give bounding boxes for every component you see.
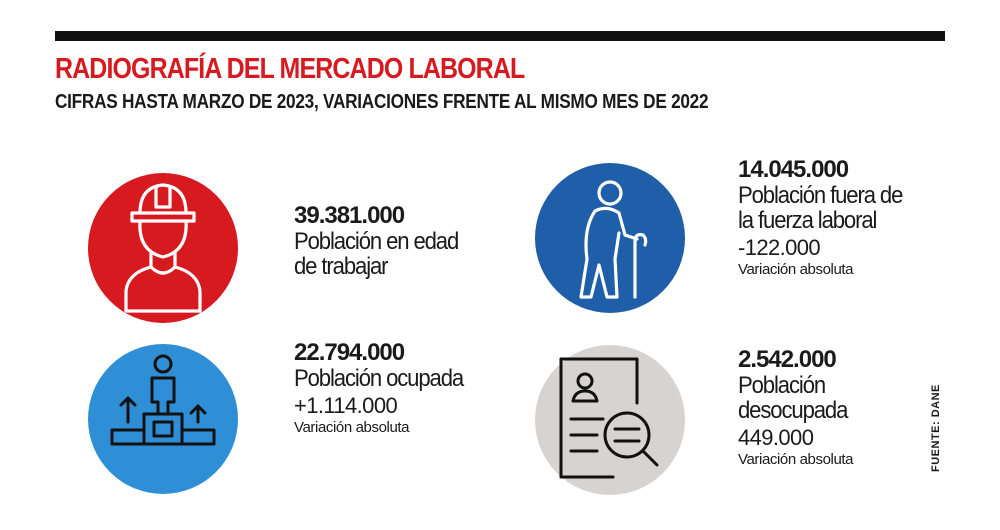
employed-variation: +1.114.000: [294, 393, 398, 418]
unemployed-value: 2.542.000: [738, 346, 837, 373]
outside-labor-variation-label: Variación absoluta: [738, 261, 854, 278]
outside-labor-stat: 14.045.000 Población fuera de la fuerza …: [738, 157, 917, 279]
employed-stat: 22.794.000 Población ocupada +1.114.000 …: [294, 340, 478, 437]
infographic-subtitle: CIFRAS HASTA MARZO DE 2023, VARIACIONES …: [55, 91, 709, 113]
employed-variation-label: Variación absoluta: [294, 419, 410, 436]
outside-labor-label-line2: la fuerza laboral: [738, 207, 877, 234]
employed-value: 22.794.000: [294, 339, 405, 366]
working-age-stat: 39.381.000 Población en edad de trabajar: [294, 202, 472, 280]
unemployed-label-line2: desocupada: [738, 397, 848, 424]
working-age-label-line1: Población en edad: [294, 228, 459, 255]
working-age-label-line2: de trabajar: [294, 253, 389, 280]
outside-labor-circle: [535, 163, 685, 313]
employed-label-line1: Población ocupada: [294, 365, 464, 392]
working-age-circle: [88, 173, 238, 323]
person-podium-icon: [110, 354, 216, 446]
resume-search-icon: [559, 357, 659, 479]
unemployed-stat: 2.542.000 Población desocupada 449.000 V…: [738, 347, 857, 469]
elderly-person-cane-icon: [579, 180, 648, 299]
outside-labor-variation: -122.000: [738, 235, 821, 260]
outside-labor-label-line1: Población fuera de: [738, 182, 903, 209]
unemployed-circle: [535, 345, 685, 495]
working-age-value: 39.381.000: [294, 202, 405, 229]
infographic-title: RADIOGRAFÍA DEL MERCADO LABORAL: [55, 53, 525, 85]
top-rule: [55, 31, 945, 41]
employed-circle: [88, 344, 238, 494]
unemployed-variation: 449.000: [738, 425, 814, 450]
source-note: FUENTE: DANE: [930, 384, 942, 472]
worker-helmet-icon: [124, 183, 202, 313]
outside-labor-value: 14.045.000: [738, 156, 849, 183]
unemployed-variation-label: Variación absoluta: [738, 451, 854, 468]
unemployed-label-line1: Población: [738, 372, 826, 399]
